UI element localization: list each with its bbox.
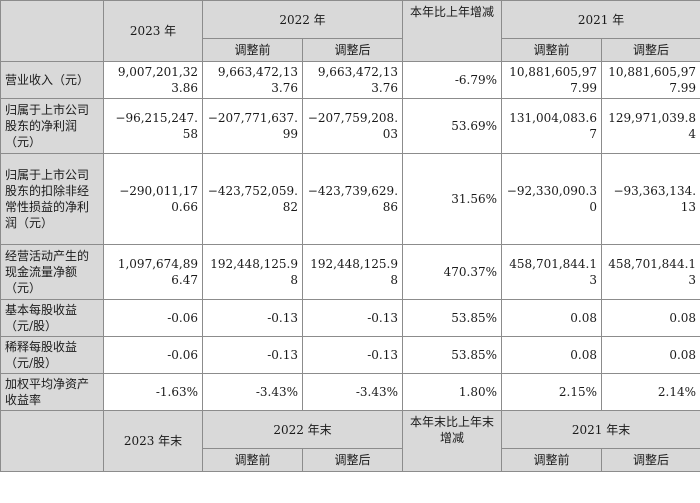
- cell-2022-before: -0.13: [202, 299, 303, 337]
- cell-2022-after: −423,739,629.86: [301, 153, 404, 245]
- cell-2021-before: 10,881,605,977.99: [501, 61, 603, 99]
- table-row: 经营活动产生的现金流量净额（元） 1,097,674,896.47 192,44…: [0, 244, 700, 300]
- cell-2023: -1.63%: [103, 373, 203, 411]
- header-2021-end-before: 调整前: [501, 448, 603, 472]
- cell-2021-after: 129,971,039.84: [601, 98, 700, 154]
- table-row: 基本每股收益（元/股） -0.06 -0.13 -0.13 53.85% 0.0…: [0, 299, 700, 337]
- cell-2021-before: 2.15%: [501, 373, 603, 411]
- table-row: 归属于上市公司股东的扣除非经常性损益的净利润（元） −290,011,170.6…: [0, 153, 700, 245]
- header-2022-end: 2022 年末: [201, 410, 404, 449]
- cell-2023: -0.06: [103, 336, 203, 374]
- corner-cell-bottom: [0, 410, 104, 472]
- cell-2022-after: -0.13: [301, 299, 404, 337]
- cell-yoy: 53.85%: [402, 336, 503, 374]
- cell-yoy: -6.79%: [402, 61, 503, 99]
- table-row: 稀释每股收益（元/股） -0.06 -0.13 -0.13 53.85% 0.0…: [0, 336, 700, 374]
- header-2023-end: 2023 年末: [103, 410, 203, 472]
- cell-2021-after: 2.14%: [601, 373, 700, 411]
- table-row: 加权平均净资产收益率 -1.63% -3.43% -3.43% 1.80% 2.…: [0, 373, 700, 411]
- cell-yoy: 1.80%: [402, 373, 503, 411]
- row-label: 营业收入（元）: [0, 61, 104, 99]
- cell-yoy: 470.37%: [402, 244, 503, 300]
- cell-2021-before: 0.08: [501, 336, 603, 374]
- header-yoy-end: 本年末比上年末增减: [402, 410, 503, 472]
- cell-2021-before: −92,330,090.30: [501, 153, 603, 245]
- cell-2021-after: 458,701,844.13: [601, 244, 700, 300]
- cell-2023: −290,011,170.66: [103, 153, 203, 245]
- header-2021-end: 2021 年末: [501, 410, 700, 449]
- cell-yoy: 53.85%: [402, 299, 503, 337]
- cell-2022-after: 192,448,125.98: [301, 244, 404, 300]
- cell-2021-after: 0.08: [601, 336, 700, 374]
- header-2021-before: 调整前: [501, 38, 603, 62]
- table-row: 营业收入（元） 9,007,201,323.86 9,663,472,133.7…: [0, 61, 700, 99]
- cell-2022-before: −423,752,059.82: [202, 153, 303, 245]
- cell-yoy: 31.56%: [402, 153, 503, 245]
- row-label: 归属于上市公司股东的扣除非经常性损益的净利润（元）: [0, 153, 104, 245]
- cell-2021-before: 458,701,844.13: [501, 244, 603, 300]
- cell-2022-before: 192,448,125.98: [202, 244, 303, 300]
- header-2022-end-after: 调整后: [301, 448, 404, 472]
- cell-2022-after: -0.13: [301, 336, 404, 374]
- row-label: 归属于上市公司股东的净利润（元）: [0, 98, 104, 154]
- cell-2021-after: 10,881,605,977.99: [601, 61, 700, 99]
- cell-2022-after: −207,759,208.03: [301, 98, 404, 154]
- cell-2023: 1,097,674,896.47: [103, 244, 203, 300]
- header-2021-end-after: 调整后: [601, 448, 700, 472]
- cell-2022-after: 9,663,472,133.76: [301, 61, 404, 99]
- cell-2022-before: -3.43%: [202, 373, 303, 411]
- cell-2023: 9,007,201,323.86: [103, 61, 203, 99]
- cell-2021-before: 131,004,083.67: [501, 98, 603, 154]
- header-yoy: 本年比上年增减: [402, 0, 503, 62]
- header-2021-after: 调整后: [601, 38, 700, 62]
- header-2023: 2023 年: [103, 0, 203, 62]
- table-row: 归属于上市公司股东的净利润（元） −96,215,247.58 −207,771…: [0, 98, 700, 154]
- row-label: 基本每股收益（元/股）: [0, 299, 104, 337]
- header-2022-after: 调整后: [301, 38, 404, 62]
- cell-2022-before: -0.13: [202, 336, 303, 374]
- cell-2021-before: 0.08: [501, 299, 603, 337]
- header-2022-end-before: 调整前: [202, 448, 303, 472]
- cell-2021-after: 0.08: [601, 299, 700, 337]
- row-label: 加权平均净资产收益率: [0, 373, 104, 411]
- cell-yoy: 53.69%: [402, 98, 503, 154]
- header-2021: 2021 年: [501, 0, 700, 39]
- cell-2021-after: −93,363,134.13: [601, 153, 700, 245]
- header-2022: 2022 年: [201, 0, 404, 39]
- cell-2023: -0.06: [103, 299, 203, 337]
- row-label: 经营活动产生的现金流量净额（元）: [0, 244, 104, 300]
- financial-summary-table: 2023 年 2022 年 本年比上年增减 2021 年 调整前 调整后 调整前…: [0, 0, 700, 472]
- corner-cell: [0, 0, 104, 62]
- row-label: 稀释每股收益（元/股）: [0, 336, 104, 374]
- cell-2022-before: −207,771,637.99: [202, 98, 303, 154]
- cell-2023: −96,215,247.58: [103, 98, 203, 154]
- cell-2022-after: -3.43%: [301, 373, 404, 411]
- header-2022-before: 调整前: [202, 38, 303, 62]
- cell-2022-before: 9,663,472,133.76: [202, 61, 303, 99]
